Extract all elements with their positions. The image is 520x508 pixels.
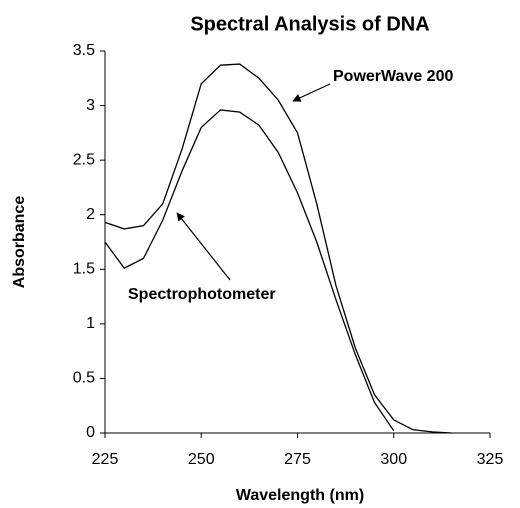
y-tick-label: 3.5 (73, 42, 95, 59)
annotation: PowerWave 200 (333, 68, 453, 85)
y-tick-label: 1.5 (73, 261, 95, 278)
y-tick-label: 0.5 (73, 370, 95, 387)
y-tick-label: 2 (86, 206, 95, 223)
series-line (104, 63, 452, 434)
y-tick-label: 1 (86, 315, 95, 332)
x-tick-label: 300 (380, 451, 407, 468)
x-tick-label: 250 (188, 451, 215, 468)
x-axis-title: Wavelength (nm) (236, 487, 364, 504)
x-tick-label: 225 (92, 451, 119, 468)
y-axis-title: Absorbance (11, 196, 28, 289)
series-line (104, 109, 395, 432)
y-tick-label: 3 (86, 97, 95, 114)
annotation: Spectrophotometer (128, 286, 276, 303)
y-tick-label: 0 (86, 424, 95, 441)
y-tick-label: 2.5 (73, 151, 95, 168)
x-tick-label: 275 (284, 451, 311, 468)
chart-title: Spectral Analysis of DNA (190, 13, 429, 35)
annotation-arrow (176, 212, 231, 281)
annotation-arrow (292, 83, 331, 102)
x-tick-label: 325 (477, 451, 504, 468)
